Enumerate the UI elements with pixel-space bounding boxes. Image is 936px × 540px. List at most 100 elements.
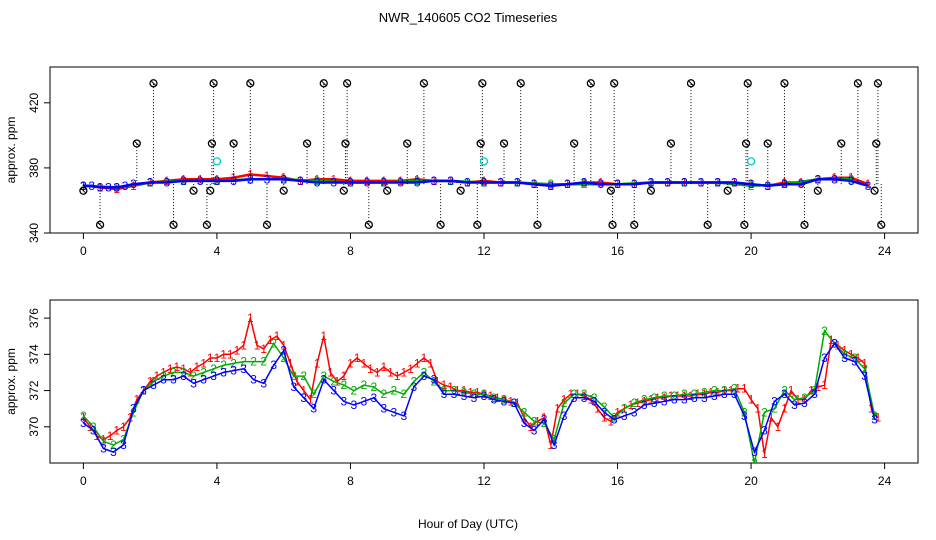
series-point-1: 1 xyxy=(320,329,327,343)
series-point-3: 3 xyxy=(564,177,571,191)
series-point-1: 1 xyxy=(340,369,347,383)
series-point-1: 1 xyxy=(234,344,241,358)
series-point-3: 3 xyxy=(347,176,354,190)
series-point-1: 1 xyxy=(774,420,781,434)
series-point-3: 3 xyxy=(260,376,267,390)
series-point-1: 1 xyxy=(801,393,808,407)
series-point-2: 2 xyxy=(441,384,448,398)
series-point-3: 3 xyxy=(731,387,738,401)
series-point-3: 3 xyxy=(811,387,818,401)
flag-point-cross xyxy=(97,222,103,228)
flag-point xyxy=(132,139,141,148)
series-point-1: 1 xyxy=(401,365,408,379)
flag-point-cross xyxy=(478,141,484,146)
flag-point xyxy=(763,139,772,148)
series-point-2: 2 xyxy=(741,405,748,419)
series-point-1: 1 xyxy=(247,311,254,325)
flag-point-cross xyxy=(872,188,877,194)
flag-point-cross xyxy=(366,222,372,228)
flag-point xyxy=(853,79,863,88)
series-point-1: 1 xyxy=(547,438,554,452)
series-point-1: 1 xyxy=(87,420,94,434)
series-point-2: 2 xyxy=(190,369,197,383)
flag-point xyxy=(608,220,617,230)
series-point-1: 1 xyxy=(808,384,815,398)
series-point-1: 1 xyxy=(688,389,695,403)
series-point-2: 2 xyxy=(100,434,107,448)
series-point-2: 2 xyxy=(90,420,97,434)
series-point-3: 3 xyxy=(764,179,771,193)
series-point-3: 3 xyxy=(88,179,95,193)
series-point-1: 1 xyxy=(267,333,274,347)
series-line-3 xyxy=(82,342,876,455)
series-point-1: 1 xyxy=(734,382,741,396)
series-point-3: 3 xyxy=(541,413,548,427)
flag-point-cross xyxy=(802,222,807,228)
series-point-2: 2 xyxy=(691,387,698,401)
series-point-2: 2 xyxy=(861,362,868,376)
flag-point-cross xyxy=(209,141,215,146)
series-point-1: 1 xyxy=(594,402,601,416)
series-point-2: 2 xyxy=(848,172,855,186)
flag-point-cross xyxy=(535,222,540,228)
flag-point xyxy=(743,79,752,88)
series-point-3: 3 xyxy=(851,355,858,369)
series-point-1: 1 xyxy=(381,174,388,188)
x-tick-label: 16 xyxy=(611,474,625,488)
series-point-3: 3 xyxy=(230,364,237,378)
flag-point xyxy=(499,139,509,148)
flag-point-cross xyxy=(304,141,310,146)
flag-point xyxy=(341,139,350,148)
series-point-3: 3 xyxy=(581,176,588,190)
flag-point-cross xyxy=(518,80,524,86)
flag-point-cross xyxy=(384,188,390,194)
series-point-1: 1 xyxy=(421,351,428,365)
series-point-2: 2 xyxy=(180,365,187,379)
flag-point xyxy=(870,186,879,195)
series-point-2: 2 xyxy=(200,365,207,379)
flag-point-cross xyxy=(631,222,637,228)
series-point-3: 3 xyxy=(801,396,808,410)
x-tick-label: 4 xyxy=(214,244,221,258)
series-point-3: 3 xyxy=(798,177,805,191)
series-point-2: 2 xyxy=(411,375,418,389)
flag-point-cross xyxy=(421,80,427,86)
flag-point xyxy=(478,79,487,88)
series-point-1: 1 xyxy=(187,365,194,379)
series-point-3: 3 xyxy=(310,402,317,416)
flag-point xyxy=(95,220,105,230)
flag-point-cross xyxy=(479,80,485,86)
series-point-2: 2 xyxy=(451,384,458,398)
flag-point xyxy=(476,139,485,148)
flag-point xyxy=(586,79,595,88)
flag-point xyxy=(800,220,809,230)
series-point-3: 3 xyxy=(280,344,287,358)
series-point-3: 3 xyxy=(421,369,428,383)
series-point-1: 1 xyxy=(407,362,414,376)
series-point-3: 3 xyxy=(481,176,488,190)
series-point-3: 3 xyxy=(698,176,705,190)
series-point-1: 1 xyxy=(287,356,294,370)
series-point-3: 3 xyxy=(681,176,688,190)
series-point-1: 1 xyxy=(330,172,337,186)
series-point-2: 2 xyxy=(300,369,307,383)
series-point-1: 1 xyxy=(334,375,341,389)
series-point-2: 2 xyxy=(591,391,598,405)
series-point-3: 3 xyxy=(214,174,221,188)
series-point-3: 3 xyxy=(200,373,207,387)
y-tick-label: 420 xyxy=(27,92,41,112)
series-point-1: 1 xyxy=(214,351,221,365)
series-point-1: 1 xyxy=(374,365,381,379)
series-point-2: 2 xyxy=(531,414,538,428)
series-point-2: 2 xyxy=(631,396,638,410)
series-point-3: 3 xyxy=(861,369,868,383)
flag-point xyxy=(302,139,312,148)
series-point-3: 3 xyxy=(641,398,648,412)
series-point-1: 1 xyxy=(754,402,761,416)
series-point-2: 2 xyxy=(240,355,247,369)
series-point-2: 2 xyxy=(601,400,608,414)
flag-point xyxy=(533,220,542,230)
series-point-3: 3 xyxy=(210,369,217,383)
series-point-2: 2 xyxy=(801,391,808,405)
series-point-1: 1 xyxy=(200,356,207,370)
